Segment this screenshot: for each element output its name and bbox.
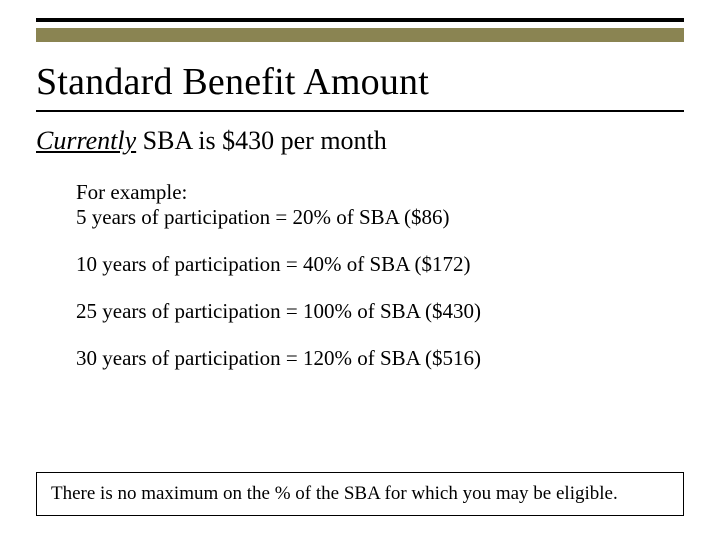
example-line: 25 years of participation = 100% of SBA … bbox=[76, 299, 684, 324]
slide-subtitle: Currently SBA is $430 per month bbox=[36, 126, 684, 156]
example-line: 10 years of participation = 40% of SBA (… bbox=[76, 252, 684, 277]
example-line: 30 years of participation = 120% of SBA … bbox=[76, 346, 684, 371]
example-line: 5 years of participation = 20% of SBA ($… bbox=[76, 205, 684, 230]
note-text: There is no maximum on the % of the SBA … bbox=[51, 483, 618, 504]
example-intro: For example: bbox=[76, 180, 684, 205]
note-box: There is no maximum on the % of the SBA … bbox=[36, 472, 684, 516]
subtitle-rest: SBA is $430 per month bbox=[136, 126, 387, 155]
examples-block: For example: 5 years of participation = … bbox=[36, 180, 684, 371]
subtitle-emphasis: Currently bbox=[36, 126, 136, 155]
slide: Standard Benefit Amount Currently SBA is… bbox=[0, 0, 720, 540]
top-accent-bar bbox=[36, 18, 684, 42]
slide-title: Standard Benefit Amount bbox=[36, 60, 684, 112]
